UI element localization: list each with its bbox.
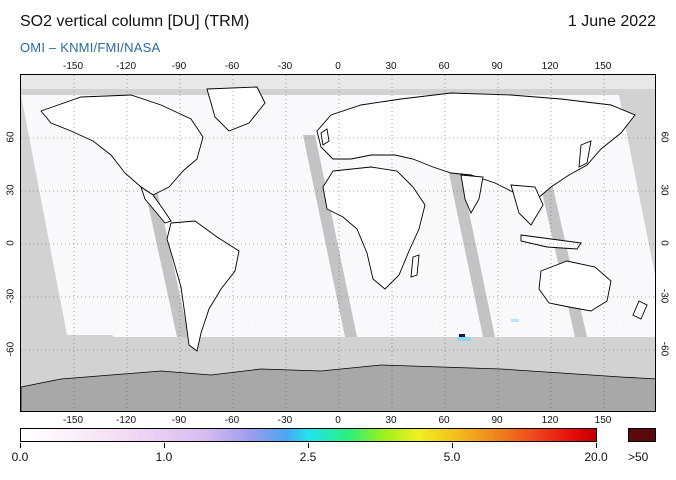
data-credit: OMI – KNMI/FMI/NASA (20, 40, 161, 55)
lat-tick-label: 30 (5, 184, 17, 196)
africa (322, 166, 426, 290)
antarctica (21, 364, 655, 411)
lon-tick-label: -60 (224, 61, 240, 72)
colorbar-label: 5.0 (443, 450, 461, 464)
lon-tick-label: -90 (171, 415, 187, 426)
colorbar-tick (596, 443, 597, 448)
colorbar-tick (164, 443, 165, 448)
lon-tick-label: 60 (438, 415, 450, 426)
madagascar (410, 254, 420, 278)
colorbar-label: 1.0 (155, 450, 173, 464)
lat-tick-label: -60 (658, 341, 670, 357)
lon-tick-label: 150 (594, 61, 612, 72)
japan (578, 140, 592, 168)
lat-tick-label: 0 (5, 240, 17, 246)
lon-tick-label: 30 (385, 415, 397, 426)
southeast-asia (510, 184, 544, 226)
lon-tick-label: 0 (335, 61, 341, 72)
lon-tick-label: -60 (224, 415, 240, 426)
indian-peninsula (460, 174, 484, 215)
lon-tick-label: -30 (277, 61, 293, 72)
lat-tick-label: 60 (658, 131, 670, 143)
map-date: 1 June 2022 (567, 13, 656, 30)
british-isles (320, 128, 330, 146)
lon-tick-label: -30 (277, 415, 293, 426)
lon-tick-label: 30 (385, 61, 397, 72)
lon-tick-label: 0 (335, 415, 341, 426)
colorbar-label: 20.0 (584, 450, 608, 464)
lon-tick-label: -90 (171, 61, 187, 72)
australia (538, 260, 612, 312)
new-zealand (632, 300, 648, 320)
lat-tick-label: 30 (658, 184, 670, 196)
so2-hotspot (457, 337, 471, 341)
lon-tick-label: -150 (62, 415, 84, 426)
greenland (206, 86, 266, 132)
so2-colorbar (20, 428, 597, 442)
lon-tick-label: 120 (541, 61, 559, 72)
so2-hotspot (511, 319, 519, 322)
longitude-axis-top: -150 -120 -90 -60 -30 0 30 60 90 120 150 (0, 61, 676, 75)
lon-tick-label: -120 (115, 61, 137, 72)
colorbar-tick (452, 443, 453, 448)
south-america (166, 220, 240, 352)
colorbar-tick (20, 443, 21, 448)
map-title: SO2 vertical column [DU] (TRM) (20, 13, 250, 30)
overflow-label: >50 (628, 450, 649, 464)
lat-tick-label: -30 (658, 288, 670, 304)
colorbar-tick (308, 443, 309, 448)
central-america (140, 185, 172, 224)
lon-tick-label: 90 (491, 415, 503, 426)
lat-tick-label: 60 (5, 131, 17, 143)
lon-tick-label: -120 (115, 415, 137, 426)
arctic-cap (21, 75, 655, 89)
longitude-axis-bottom: -150 -120 -90 -60 -30 0 30 60 90 120 150 (0, 415, 676, 429)
north-america (40, 94, 204, 196)
lon-tick-label: 90 (491, 61, 503, 72)
lat-tick-label: -60 (5, 341, 17, 357)
coastlines (40, 86, 648, 352)
colorbar-label: 0.0 (11, 450, 29, 464)
graticule (21, 75, 655, 411)
eurasia (316, 92, 636, 200)
map-canvas (21, 75, 655, 411)
lat-tick-label: 0 (658, 240, 670, 246)
colorbar-label: 2.5 (299, 450, 317, 464)
lon-tick-label: -150 (62, 61, 84, 72)
so2-hotspot (459, 334, 465, 337)
lat-tick-label: -30 (5, 288, 17, 304)
overflow-swatch (628, 428, 656, 442)
so2-hotspots (457, 319, 519, 341)
lon-tick-label: 60 (438, 61, 450, 72)
lon-tick-label: 150 (594, 415, 612, 426)
so2-map (20, 74, 656, 412)
lon-tick-label: 120 (541, 415, 559, 426)
